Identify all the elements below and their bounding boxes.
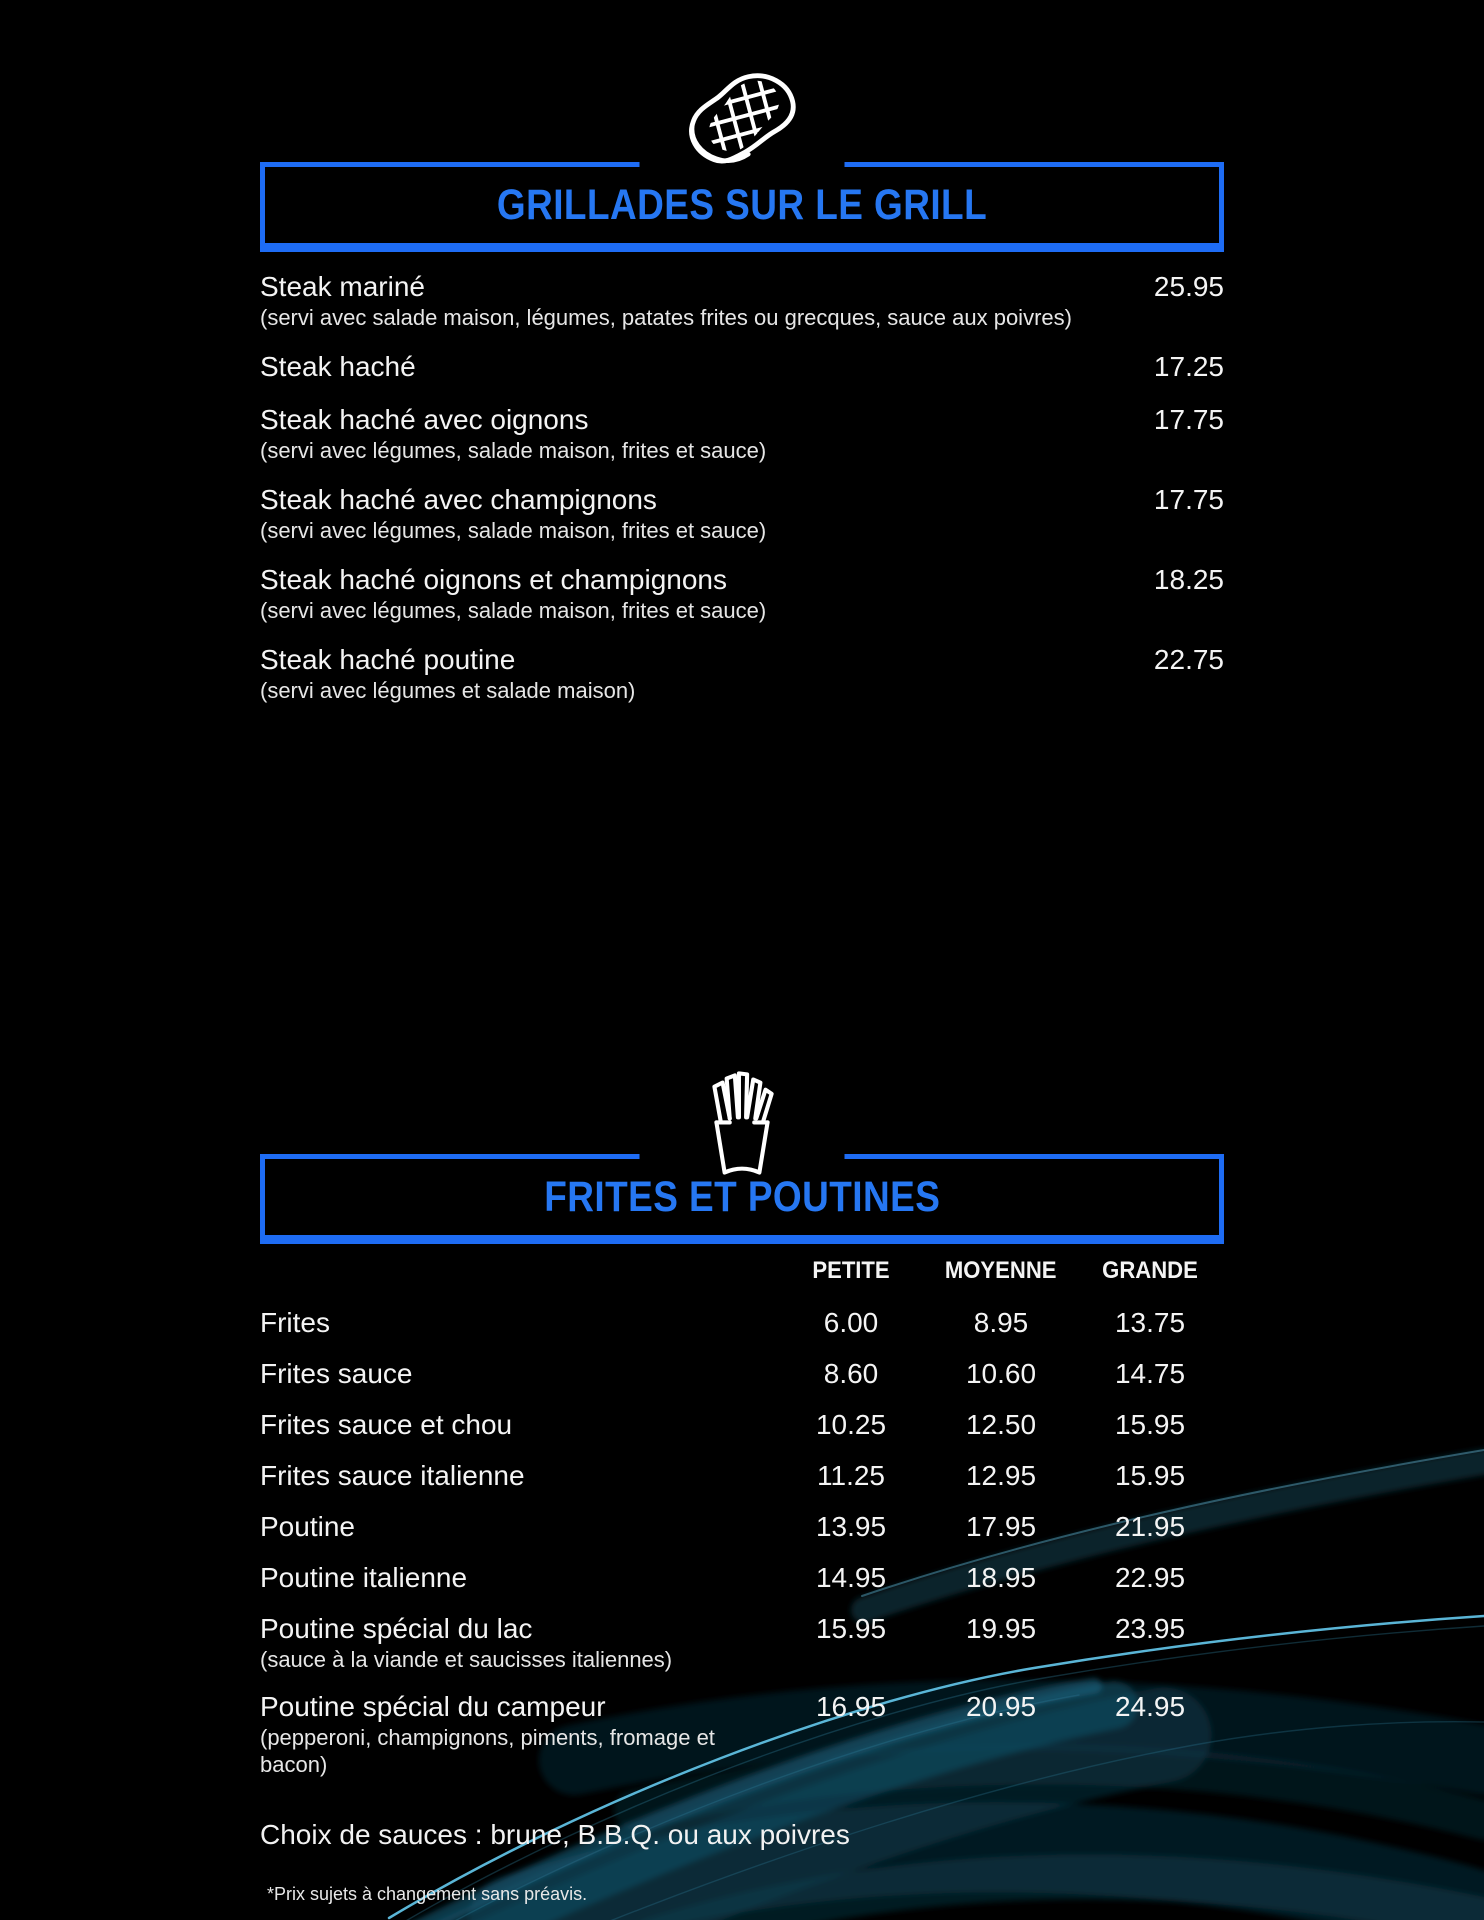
item-price: 25.95 [1153,271,1224,302]
price-moyenne: 18.95 [965,1562,1037,1593]
menu-item: Steak haché avec champignons (servi avec… [260,483,1224,544]
item-price: 22.75 [1153,644,1224,675]
price-grande: 24.95 [1114,1691,1186,1722]
price-grande: 14.75 [1114,1358,1186,1389]
price-petite: 8.60 [823,1358,879,1389]
price-grande: 21.95 [1114,1511,1186,1542]
item-price: 17.75 [1153,404,1224,435]
price-moyenne: 12.50 [965,1409,1037,1440]
section-frites-et-poutines: FRITES ET POUTINES PETITE MOYENNE GRANDE… [260,1071,1224,1852]
menu-item: Steak haché 17.25 [260,350,1224,384]
item-name: Steak haché oignons et champignons [260,564,727,595]
menu-item: Steak haché oignons et champignons (serv… [260,563,1224,624]
price-grande: 13.75 [1114,1307,1186,1338]
menu-item: Steak mariné (servi avec salade maison, … [260,270,1224,331]
price-moyenne: 20.95 [965,1691,1037,1722]
item-description: (servi avec légumes, salade maison, frit… [260,598,767,623]
item-price: 17.25 [1153,351,1224,382]
price-petite: 15.95 [815,1613,887,1644]
sauces-note: Choix de sauces : brune, B.B.Q. ou aux p… [260,1819,850,1850]
table-row: Frites sauce et chou 10.25 12.50 15.95 [260,1408,1224,1442]
header-border-gap [639,1153,845,1165]
section-title-frites: FRITES ET POUTINES [543,1172,941,1221]
item-price: 18.25 [1153,564,1224,595]
column-header-petite: PETITE [812,1257,890,1284]
price-grande: 23.95 [1114,1613,1186,1644]
item-name: Steak haché poutine [260,644,516,675]
steak-icon [677,67,807,184]
price-grande: 22.95 [1114,1562,1186,1593]
fries-icon [696,1065,788,1190]
section-header-grillades: GRILLADES SUR LE GRILL [260,73,1224,252]
item-name: Frites [260,1307,330,1338]
table-row: Poutine spécial du campeur (pepperoni, c… [260,1690,1224,1778]
item-name: Poutine italienne [260,1562,468,1593]
table-row: Frites 6.00 8.95 13.75 [260,1306,1224,1340]
price-moyenne: 17.95 [965,1511,1037,1542]
price-petite: 11.25 [817,1460,885,1491]
item-name: Steak haché [260,351,416,382]
item-name: Frites sauce [260,1358,413,1389]
price-grande: 15.95 [1114,1409,1186,1440]
item-name: Steak mariné [260,271,425,302]
item-description: (servi avec légumes, salade maison, frit… [260,438,767,463]
item-description: (servi avec légumes et salade maison) [260,678,636,703]
section-grillades: GRILLADES SUR LE GRILL Steak mariné (ser… [260,0,1224,704]
price-change-footnote: *Prix sujets à changement sans préavis. [267,1884,588,1904]
table-row: Poutine 13.95 17.95 21.95 [260,1510,1224,1544]
price-petite: 14.95 [815,1562,887,1593]
header-border-gap [639,161,845,173]
item-description: (servi avec salade maison, légumes, pata… [260,305,1072,330]
price-table-header: PETITE MOYENNE GRANDE [260,1258,1224,1284]
item-price: 17.75 [1153,484,1224,515]
column-header-moyenne: MOYENNE [945,1257,1057,1284]
item-name: Frites sauce et chou [260,1409,513,1440]
menu-item: Steak haché avec oignons (servi avec lég… [260,403,1224,464]
column-header-grande: GRANDE [1102,1257,1198,1284]
price-petite: 10.25 [815,1409,887,1440]
section-header-frites: FRITES ET POUTINES [260,1071,1224,1244]
item-description: (sauce à la viande et saucisses italienn… [260,1647,673,1672]
table-row: Poutine spécial du lac (sauce à la viand… [260,1612,1224,1673]
item-name: Poutine [260,1511,355,1542]
item-name: Poutine spécial du campeur [260,1691,606,1722]
price-moyenne: 12.95 [965,1460,1037,1491]
table-row: Frites sauce 8.60 10.60 14.75 [260,1357,1224,1391]
price-moyenne: 8.95 [973,1307,1029,1338]
price-grande: 15.95 [1114,1460,1186,1491]
item-name: Steak haché avec oignons [260,404,589,435]
section-title-grillades: GRILLADES SUR LE GRILL [496,180,988,229]
frites-price-table: PETITE MOYENNE GRANDE Frites 6.00 8.95 1… [260,1244,1224,1778]
table-row: Poutine italienne 14.95 18.95 22.95 [260,1561,1224,1595]
item-name: Poutine spécial du lac [260,1613,533,1644]
price-moyenne: 19.95 [965,1613,1037,1644]
price-petite: 6.00 [823,1307,879,1338]
price-moyenne: 10.60 [965,1358,1037,1389]
item-description: (pepperoni, champignons, piments, fromag… [260,1725,715,1777]
price-petite: 16.95 [815,1691,887,1722]
grillades-items: Steak mariné (servi avec salade maison, … [260,252,1224,704]
item-description: (servi avec légumes, salade maison, frit… [260,518,767,543]
price-petite: 13.95 [815,1511,887,1542]
table-row: Frites sauce italienne 11.25 12.95 15.95 [260,1459,1224,1493]
menu-item: Steak haché poutine (servi avec légumes … [260,643,1224,704]
item-name: Steak haché avec champignons [260,484,657,515]
item-name: Frites sauce italienne [260,1460,525,1491]
